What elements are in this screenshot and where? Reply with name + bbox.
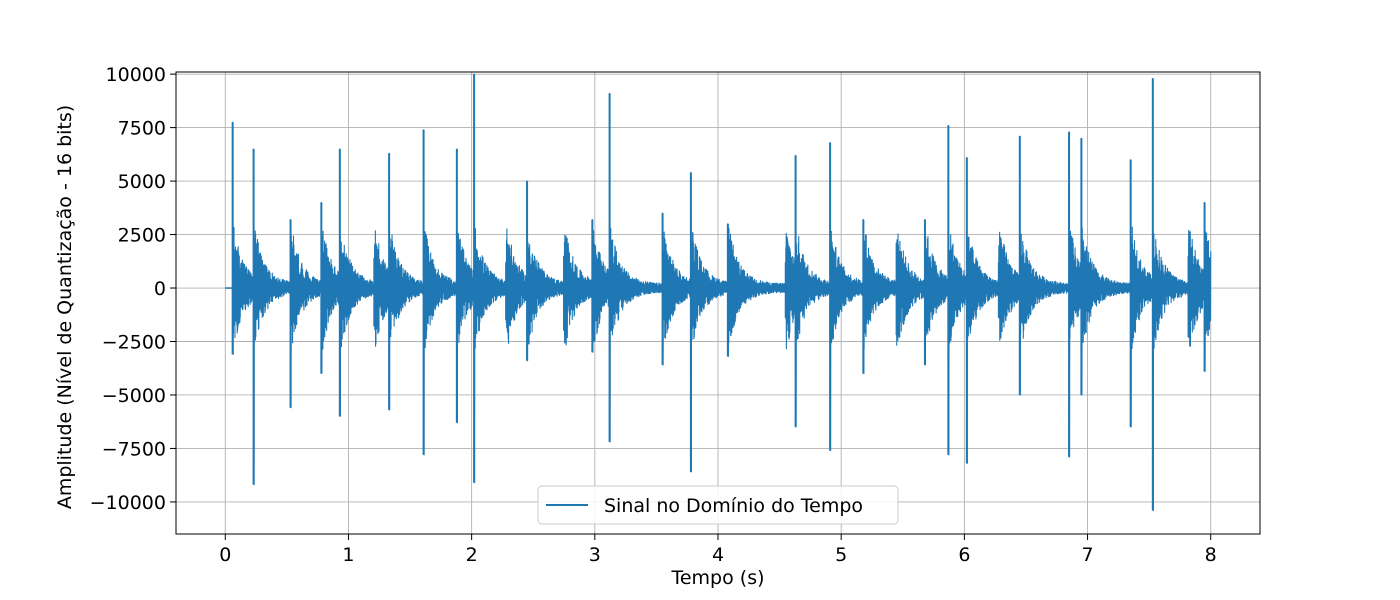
- y-tick-label: 0: [154, 278, 166, 300]
- y-axis-ticks: −10000 −7500 −5000 −2500 0 2500 5000 7500 10000: [90, 64, 176, 514]
- y-tick-label: 2500: [118, 225, 166, 247]
- y-tick-label: −10000: [90, 492, 166, 514]
- y-tick-label: −7500: [102, 438, 166, 460]
- x-tick-label: 7: [1081, 544, 1093, 566]
- legend-box: [537, 485, 899, 525]
- x-tick-label: 0: [219, 544, 231, 566]
- x-tick-label: 8: [1205, 544, 1217, 566]
- legend: Sinal no Domínio do Tempo: [537, 485, 899, 525]
- legend-label: Sinal no Domínio do Tempo: [604, 495, 863, 517]
- y-tick-label: 7500: [118, 118, 166, 140]
- y-tick-label: −5000: [102, 385, 166, 407]
- y-tick-label: −2500: [102, 332, 166, 354]
- x-axis-label: Tempo (s): [670, 567, 764, 589]
- x-tick-label: 2: [466, 544, 478, 566]
- x-tick-label: 5: [835, 544, 847, 566]
- x-axis-ticks: 0 1 2 3 4 5 6 7 8: [219, 534, 1217, 566]
- y-tick-label: 10000: [106, 64, 166, 86]
- x-tick-label: 6: [958, 544, 970, 566]
- y-axis-label: Amplitude (Nível de Quantização - 16 bit…: [54, 105, 76, 509]
- signal-series: [224, 73, 1212, 512]
- x-tick-label: 1: [342, 544, 354, 566]
- x-tick-label: 3: [589, 544, 601, 566]
- y-tick-label: 5000: [118, 171, 166, 193]
- x-tick-label: 4: [712, 544, 724, 566]
